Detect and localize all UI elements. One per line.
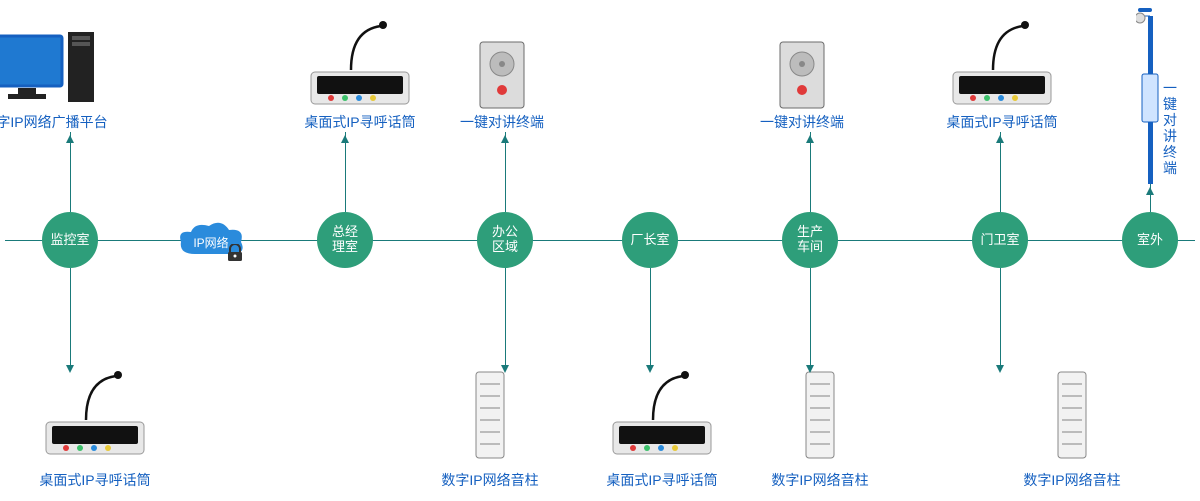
column_spk-icon [800,370,840,460]
node-office_area: 办公区域 [477,212,533,268]
connector [810,132,811,212]
device-label: 一键对讲终端 [1162,80,1178,177]
node-gm_office: 总经理室 [317,212,373,268]
node-outdoor: 室外 [1122,212,1178,268]
device-label: 一键对讲终端 [712,112,892,132]
arrowhead-down [806,360,814,368]
desk_mic-icon [947,20,1057,110]
column_spk-icon [1052,370,1092,460]
device-label: 数字IP网络音柱 [730,470,910,490]
device-label: 数字IP网络音柱 [400,470,580,490]
connector [1000,268,1001,366]
arrowhead-up [341,130,349,138]
connector [345,132,346,212]
column_spk-icon [470,370,510,460]
arrowhead-up [501,130,509,138]
panel-icon [478,40,526,110]
node-monitor_room: 监控室 [42,212,98,268]
connector [70,132,71,212]
diagram-canvas: 监控室总经理室办公区域厂长室生产车间门卫室室外 IP网络 数字IP网络广播平台 … [0,0,1200,501]
pole-icon [1136,4,1164,184]
device-label: 数字IP网络音柱 [982,470,1162,490]
connector [650,268,651,366]
connector [810,268,811,366]
node-factory_mgr: 厂长室 [622,212,678,268]
arrowhead-down [646,360,654,368]
arrowhead-up [806,130,814,138]
node-guard: 门卫室 [972,212,1028,268]
device-label: 一键对讲终端 [412,112,592,132]
connector [505,268,506,366]
desk_mic-icon [305,20,415,110]
device-label: 数字IP网络广播平台 [0,112,135,132]
connector [505,132,506,212]
pc-icon [0,30,100,110]
device-label: 桌面式IP寻呼话筒 [5,470,185,490]
arrowhead-up [1146,182,1154,190]
device-label: 桌面式IP寻呼话筒 [572,470,752,490]
lock-icon [227,244,243,262]
device-label: 桌面式IP寻呼话筒 [912,112,1092,132]
connector [70,268,71,366]
desk_mic-icon [607,370,717,460]
panel-icon [778,40,826,110]
arrowhead-down [66,360,74,368]
arrowhead-up [996,130,1004,138]
arrowhead-up [66,130,74,138]
node-prod_shop: 生产车间 [782,212,838,268]
connector [1000,132,1001,212]
arrowhead-down [996,360,1004,368]
arrowhead-down [501,360,509,368]
desk_mic-icon [40,370,150,460]
